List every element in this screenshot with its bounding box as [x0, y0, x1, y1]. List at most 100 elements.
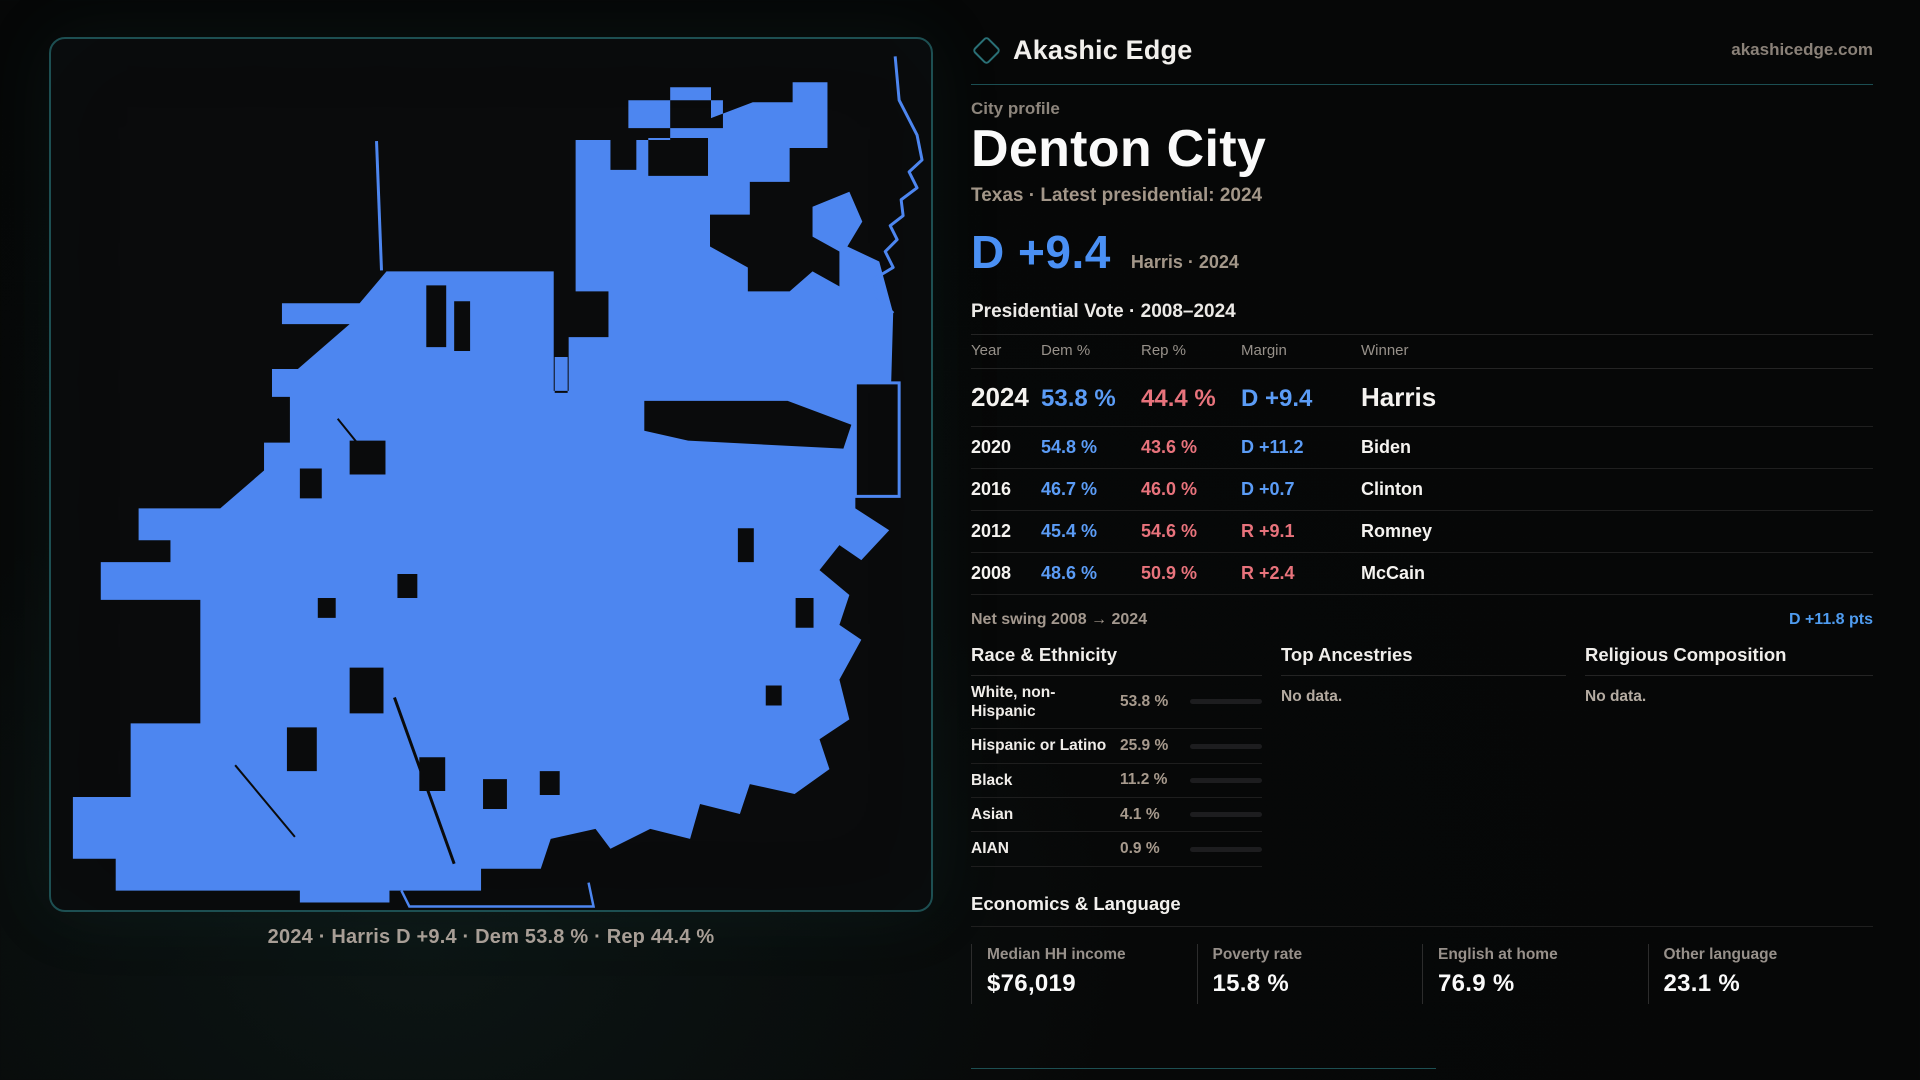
page-eyebrow: City profile — [971, 99, 1060, 118]
stat-cell: Median HH income $76,019 — [971, 943, 1197, 1004]
economics-stats: Median HH income $76,019 Poverty rate 15… — [971, 943, 1874, 1004]
net-swing-value: D +11.8 pts — [1788, 610, 1873, 628]
list-item: Black 11.2 % — [971, 764, 1262, 799]
table-row: 2012 45.4 % 54.6 % R +9.1 Romney — [971, 511, 1873, 553]
cell-dem: 53.8 % — [1041, 384, 1116, 412]
religion-empty-state: No data. — [1585, 687, 1647, 705]
net-swing-row: Net swing 2008 → 2024 D +11.8 pts — [971, 611, 1873, 629]
stat-value: 15.8 % — [1212, 969, 1290, 997]
vote-table-header: Year Dem % Rep % Margin Winner — [971, 333, 1873, 369]
race-label: White, non-Hispanic — [971, 683, 1056, 720]
city-map-panel — [49, 37, 933, 912]
race-bar — [1190, 777, 1262, 783]
headline-stat-row: D +9.4 Harris · 2024 — [971, 225, 1873, 279]
col-margin: Margin — [1241, 341, 1287, 359]
race-bar — [1190, 846, 1262, 852]
ancestries-heading: Top Ancestries — [1281, 643, 1413, 665]
sources-text: Sources: Akashic Edge elections database… — [971, 1079, 1873, 1080]
footer-divider — [971, 1067, 1436, 1069]
cell-winner: Harris — [1361, 381, 1437, 412]
cell-margin: D +11.2 — [1241, 436, 1304, 457]
ancestries-empty-state: No data. — [1281, 687, 1343, 705]
religion-divider — [1585, 674, 1873, 676]
cell-year: 2012 — [971, 520, 1012, 541]
headline-stat-context: Harris · 2024 — [1130, 251, 1239, 272]
map-road-cut-2 — [336, 418, 381, 472]
page-title: Denton City — [971, 120, 1267, 178]
race-divider — [971, 674, 1262, 676]
demographics-section: Race & Ethnicity White, non-Hispanic 53.… — [971, 644, 1873, 867]
cell-rep: 46.0 % — [1141, 478, 1198, 499]
stat-label: Median HH income — [987, 945, 1126, 963]
net-swing-label: Net swing 2008 → 2024 — [971, 610, 1148, 628]
cell-winner: Clinton — [1361, 478, 1423, 499]
race-value: 0.9 % — [1120, 840, 1160, 858]
race-value: 11.2 % — [1120, 771, 1168, 789]
race-bar — [1190, 812, 1262, 818]
map-road-cut-3 — [234, 764, 296, 838]
stat-cell: English at home 76.9 % — [1422, 943, 1648, 1004]
table-row: 2008 48.6 % 50.9 % R +2.4 McCain — [971, 553, 1873, 595]
stat-label: Poverty rate — [1212, 945, 1303, 963]
cell-winner: McCain — [1361, 562, 1426, 583]
cell-year: 2016 — [971, 478, 1012, 499]
cell-dem: 48.6 % — [1041, 562, 1098, 583]
cell-margin: D +9.4 — [1241, 384, 1313, 412]
cell-rep: 43.6 % — [1141, 436, 1198, 457]
table-row: 2024 53.8 % 44.4 % D +9.4 Harris — [971, 369, 1873, 427]
cell-winner: Biden — [1361, 436, 1412, 457]
race-value: 25.9 % — [1120, 737, 1169, 755]
race-label: Asian — [971, 806, 1014, 824]
stat-value: 76.9 % — [1438, 969, 1515, 997]
economics-heading: Economics & Language — [971, 892, 1181, 914]
brand-header: Akashic Edge akashicedge.com — [971, 28, 1873, 72]
map-shape — [72, 82, 894, 903]
stat-cell: Other language 23.1 % — [1647, 943, 1874, 1004]
ancestries-column: Top Ancestries No data. — [1281, 644, 1566, 867]
cell-rep: 50.9 % — [1141, 562, 1198, 583]
col-dem: Dem % — [1041, 341, 1091, 359]
race-value: 53.8 % — [1120, 692, 1169, 710]
cell-year: 2008 — [971, 562, 1012, 583]
race-value: 4.1 % — [1120, 805, 1160, 823]
ancestries-divider — [1281, 674, 1566, 676]
stat-label: Other language — [1663, 945, 1778, 963]
economics-divider — [971, 925, 1873, 927]
brand-name: Akashic Edge — [1013, 34, 1193, 65]
religion-column: Religious Composition No data. — [1585, 644, 1873, 867]
race-heading: Race & Ethnicity — [971, 643, 1117, 665]
col-winner: Winner — [1361, 341, 1409, 359]
city-profile-panel: Akashic Edge akashicedge.com City profil… — [971, 28, 1873, 1080]
map-boundary-profile-line — [871, 56, 924, 315]
table-row: 2020 54.8 % 43.6 % D +11.2 Biden — [971, 427, 1873, 469]
race-ethnicity-column: Race & Ethnicity White, non-Hispanic 53.… — [971, 644, 1262, 867]
diamond-logo-icon — [971, 35, 1002, 65]
page-subtitle: Texas · Latest presidential: 2024 — [971, 184, 1263, 206]
vote-table-title: Presidential Vote · 2008–2024 — [971, 300, 1236, 322]
map-boundary-ring — [853, 381, 901, 498]
race-bar — [1190, 743, 1262, 749]
cell-dem: 46.7 % — [1041, 478, 1098, 499]
religion-heading: Religious Composition — [1585, 643, 1787, 665]
table-row: 2016 46.7 % 46.0 % D +0.7 Clinton — [971, 469, 1873, 511]
brand-domain-link[interactable]: akashicedge.com — [1731, 40, 1873, 59]
race-label: AIAN — [971, 840, 1009, 858]
race-bar — [1190, 699, 1262, 705]
list-item: White, non-Hispanic 53.8 % — [971, 676, 1262, 730]
cell-margin: R +2.4 — [1241, 562, 1295, 583]
cell-dem: 45.4 % — [1041, 520, 1098, 541]
cell-year: 2020 — [971, 436, 1012, 457]
map-boundary-south-line — [400, 882, 596, 908]
map-road-cut-1 — [393, 696, 456, 865]
cell-winner: Romney — [1361, 520, 1433, 541]
col-rep: Rep % — [1141, 341, 1187, 359]
race-label: Black — [971, 771, 1013, 789]
cell-margin: R +9.1 — [1241, 520, 1295, 541]
list-item: AIAN 0.9 % — [971, 832, 1262, 867]
list-item: Asian 4.1 % — [971, 798, 1262, 833]
map-boundary-antenna-line — [375, 140, 383, 271]
cell-dem: 54.8 % — [1041, 436, 1098, 457]
stat-cell: Poverty rate 15.8 % — [1196, 943, 1423, 1004]
race-label: Hispanic or Latino — [971, 737, 1107, 755]
cell-rep: 54.6 % — [1141, 520, 1198, 541]
